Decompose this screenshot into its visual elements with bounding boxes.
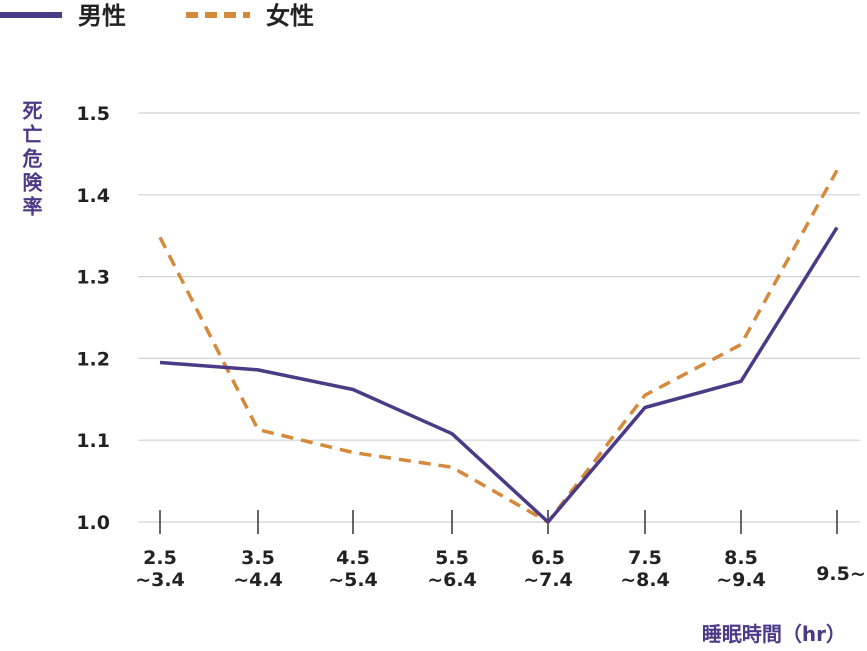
y-axis-ticks: 1.0 1.1 1.2 1.3 1.4 1.5 — [76, 103, 110, 534]
x-tick-label: 8.5 — [724, 547, 758, 569]
x-tick-label: 6.5 — [531, 547, 565, 569]
x-tick-label: 9.5~ — [816, 563, 866, 585]
x-tick-label: 2.5 — [143, 547, 177, 569]
series-line-female — [158, 169, 839, 524]
x-tick-label: 7.5 — [628, 547, 662, 569]
y-tick-label: 1.4 — [76, 185, 110, 207]
y-tick-label: 1.2 — [76, 348, 110, 370]
x-tick-label: 4.5 — [336, 547, 370, 569]
y-axis-title: 死亡危険率 — [19, 100, 43, 220]
x-tick-label: ~6.4 — [427, 569, 477, 591]
x-axis: 2.5~3.4 3.5~4.4 4.5~5.4 5.5~6.4 6.5~7.4 7.5~8… — [135, 510, 866, 591]
x-tick-label: 3.5 — [241, 547, 275, 569]
y-tick-label: 1.0 — [76, 512, 110, 534]
x-axis-title: 睡眠時間（hr） — [702, 622, 846, 646]
legend-entry-male: 男性 — [0, 2, 126, 30]
gridlines — [138, 112, 860, 523]
x-tick-label: ~3.4 — [135, 569, 185, 591]
x-tick-label: ~5.4 — [328, 569, 378, 591]
legend: 男性 女性 — [0, 2, 314, 30]
legend-label-female: 女性 — [266, 2, 314, 30]
y-tick-label: 1.5 — [76, 103, 110, 125]
x-tick-label: ~7.4 — [523, 569, 573, 591]
series-line-male — [159, 226, 839, 524]
x-tick-label: 5.5 — [435, 547, 469, 569]
legend-entry-female: 女性 — [186, 2, 314, 30]
x-tick-label: ~9.4 — [716, 569, 766, 591]
legend-label-male: 男性 — [78, 2, 126, 30]
y-tick-label: 1.3 — [76, 267, 110, 289]
x-tick-label: ~4.4 — [233, 569, 283, 591]
x-tick-label: ~8.4 — [620, 569, 670, 591]
series-lines — [158, 169, 839, 524]
y-tick-label: 1.1 — [76, 430, 110, 452]
